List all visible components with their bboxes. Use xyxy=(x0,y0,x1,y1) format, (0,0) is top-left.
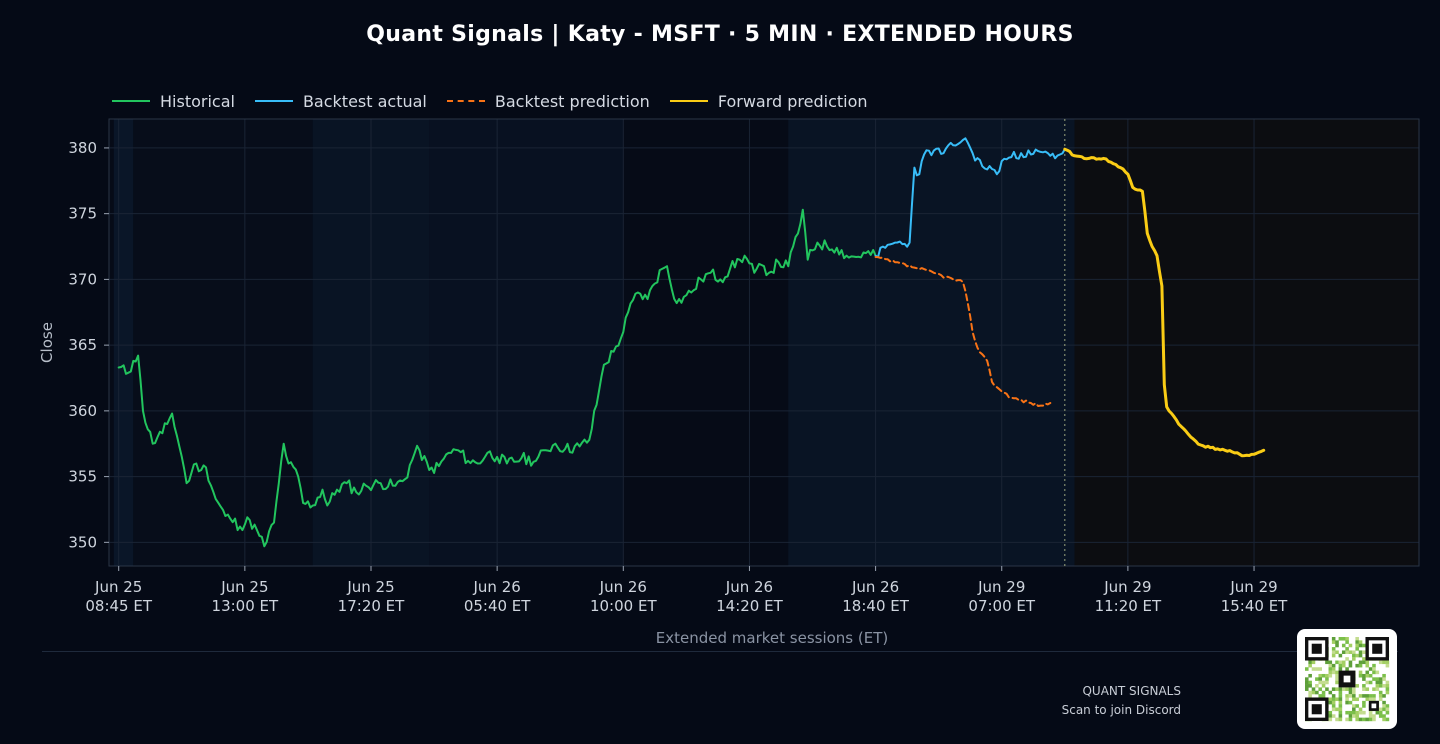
plot-frame xyxy=(108,118,1420,567)
legend-item-forward-prediction: Forward prediction xyxy=(669,91,868,111)
legend-item-historical: Historical xyxy=(112,92,235,111)
legend-item-backtest-prediction: Backtest prediction xyxy=(446,91,650,111)
legend-swatch-forward-prediction xyxy=(669,100,708,102)
brand-block: QUANT SIGNALS Scan to join Discord xyxy=(1062,682,1181,720)
x-tick-label-78-date: Jun 26 xyxy=(472,578,520,596)
legend-swatch-historical xyxy=(112,100,150,102)
session-band-4 xyxy=(623,119,789,566)
x-tick-label-104-time: 10:00 ET xyxy=(590,597,657,615)
session-band-0 xyxy=(113,119,134,566)
discord-qr-code[interactable] xyxy=(1297,629,1397,729)
session-band-3 xyxy=(429,119,624,566)
chart-title: Quant Signals | Katy - MSFT · 5 MIN · EX… xyxy=(366,22,1074,47)
brand-name: QUANT SIGNALS xyxy=(1082,684,1181,698)
y-tick-label-355: 355 xyxy=(68,468,97,486)
x-tick-label-234-date: Jun 29 xyxy=(1229,578,1277,596)
session-band-1 xyxy=(133,119,313,566)
legend-label-forward-prediction: Forward prediction xyxy=(717,91,868,111)
x-tick-label-0-time: 08:45 ET xyxy=(85,597,152,615)
y-tick-label-360: 360 xyxy=(68,402,97,420)
legend-swatch-backtest-actual xyxy=(254,100,293,102)
x-tick-label-130-time: 14:20 ET xyxy=(716,597,783,615)
series-line-forward-prediction xyxy=(1063,147,1266,458)
legend-label-backtest-actual: Backtest actual xyxy=(302,91,427,111)
legend-swatch-backtest-prediction xyxy=(446,100,485,102)
x-tick-label-52-date: Jun 25 xyxy=(346,578,394,596)
x-axis-label: Extended market sessions (ET) xyxy=(656,629,888,647)
x-tick-label-104-date: Jun 26 xyxy=(599,578,647,596)
discord-cta: Scan to join Discord xyxy=(1061,703,1181,717)
y-tick-label-350: 350 xyxy=(68,533,97,551)
footer-divider xyxy=(42,651,1398,652)
x-tick-label-208-date: Jun 29 xyxy=(1103,578,1151,596)
y-axis-label: Close xyxy=(38,322,56,363)
y-tick-label-365: 365 xyxy=(68,336,97,354)
x-tick-label-26-date: Jun 25 xyxy=(220,578,268,596)
x-tick-label-26-time: 13:00 ET xyxy=(212,597,279,615)
x-tick-label-234-time: 15:40 ET xyxy=(1221,597,1288,615)
series-line-historical xyxy=(117,208,877,548)
y-tick-label-375: 375 xyxy=(68,205,97,223)
legend: Historical Backtest actual Backtest pred… xyxy=(112,90,888,112)
session-band-5 xyxy=(788,119,1075,566)
x-tick-label-130-date: Jun 26 xyxy=(725,578,773,596)
x-tick-label-0-date: Jun 25 xyxy=(94,578,142,596)
x-tick-label-156-time: 18:40 ET xyxy=(842,597,909,615)
series-line-backtest-actual xyxy=(874,137,1066,259)
x-tick-label-78-time: 05:40 ET xyxy=(464,597,531,615)
x-tick-label-182-time: 07:00 ET xyxy=(968,597,1035,615)
x-tick-label-156-date: Jun 26 xyxy=(851,578,899,596)
legend-label-historical: Historical xyxy=(160,91,235,111)
qr-code-icon xyxy=(1305,637,1390,722)
x-tick-label-182-date: Jun 29 xyxy=(977,578,1025,596)
y-tick-label-380: 380 xyxy=(68,139,97,157)
legend-label-backtest-prediction: Backtest prediction xyxy=(494,91,650,111)
x-tick-label-208-time: 11:20 ET xyxy=(1095,597,1162,615)
session-band-6 xyxy=(1074,119,1419,566)
series-line-backtest-prediction xyxy=(874,256,1052,407)
y-tick-label-370: 370 xyxy=(68,270,97,288)
x-tick-label-52-time: 17:20 ET xyxy=(338,597,405,615)
legend-item-backtest-actual: Backtest actual xyxy=(254,91,427,111)
